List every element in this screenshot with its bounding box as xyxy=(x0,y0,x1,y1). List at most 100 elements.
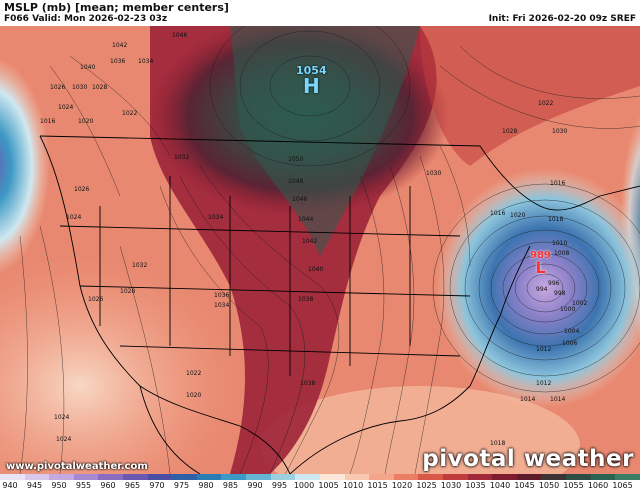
isobar-label: 1024 xyxy=(58,104,74,111)
colorbar-cell xyxy=(147,474,173,480)
isobar-label: 1010 xyxy=(552,240,568,247)
low-center-symbol: L xyxy=(535,258,546,277)
isobar-label: 994 xyxy=(536,286,548,293)
isobar-label: 1012 xyxy=(536,380,552,387)
isobar-label: 1032 xyxy=(132,262,148,269)
colorbar-cell xyxy=(615,474,640,480)
colorbar-tick-label: 965 xyxy=(124,481,141,490)
isobar-label: 1046 xyxy=(292,196,308,203)
site-url: www.pivotalweather.com xyxy=(6,461,148,472)
isobar-label: 1002 xyxy=(572,300,588,307)
isobar-label: 1012 xyxy=(536,346,552,353)
isobar-label: 996 xyxy=(548,280,560,287)
colorbar-tick-label: 980 xyxy=(198,481,214,490)
isobar-label: 1020 xyxy=(186,392,202,399)
isobar-label: 1014 xyxy=(520,396,536,403)
colorbar-cell xyxy=(196,474,222,480)
isobar-label: 1050 xyxy=(288,156,304,163)
header-bar: MSLP (mb) [mean; member centers] F066 Va… xyxy=(0,0,640,26)
isobar-label: 1018 xyxy=(490,440,506,447)
high-center-symbol: H xyxy=(302,74,320,98)
isobar-label: 1042 xyxy=(302,238,318,245)
isobar-label: 1046 xyxy=(172,32,188,39)
colorbar-tick-label: 975 xyxy=(173,481,190,490)
colorbar-tick-label: 970 xyxy=(149,481,165,490)
colorbar-tick-label: 950 xyxy=(51,481,67,490)
colorbar-cell xyxy=(566,474,591,480)
colorbar-cell xyxy=(172,474,197,480)
colorbar-strip xyxy=(0,474,640,480)
isobar-label: 1000 xyxy=(560,306,576,313)
isobar-label: 1016 xyxy=(40,118,56,125)
brand-logo-text: pivotal weather xyxy=(422,446,634,472)
isobar-label: 1026 xyxy=(74,186,90,193)
isobar-label: 1006 xyxy=(562,340,578,347)
borders xyxy=(39,135,640,474)
colorbar-cell xyxy=(467,474,493,480)
isobar-label: 1024 xyxy=(66,214,82,221)
colorbar-tick-label: 1055 xyxy=(563,481,584,490)
isobar-label: 1036 xyxy=(214,292,230,299)
colorbar-tick-label: 955 xyxy=(75,481,92,490)
isobar-label: 1008 xyxy=(554,250,570,257)
pressure-field-gulf xyxy=(260,386,580,474)
colorbar-cell xyxy=(221,474,247,480)
colorbar-cell xyxy=(590,474,616,480)
colorbar-cell xyxy=(0,474,25,480)
isobar-label: 1048 xyxy=(288,178,304,185)
colorbar-tick-label: 1050 xyxy=(538,481,560,490)
isobar-label: 1040 xyxy=(80,64,96,71)
isobar-label: 1022 xyxy=(538,100,554,107)
isobar-label: 1022 xyxy=(186,370,202,377)
init-time: Init: Fri 2026-02-20 09z SREF xyxy=(488,14,636,24)
isobar-label: 1004 xyxy=(564,328,580,335)
isobar-label: 1044 xyxy=(298,216,314,223)
isobar-label: 1028 xyxy=(92,84,108,91)
isobar-label: 1034 xyxy=(214,302,230,309)
colorbar-tick-label: 995 xyxy=(271,481,288,490)
pressure-map xyxy=(0,26,640,474)
colorbar-cell xyxy=(73,474,99,480)
colorbar-cell xyxy=(319,474,345,480)
colorbar-tick-label: 1010 xyxy=(342,481,364,490)
colorbar-tick-label: 1040 xyxy=(489,481,511,490)
isobar-label: 1030 xyxy=(72,84,88,91)
isobar-label: 1030 xyxy=(426,170,442,177)
colorbar-labels: 940 945 950 955 960 965 970 975 980 985 990 995 1000… xyxy=(0,480,640,494)
isobar-label: 1016 xyxy=(490,210,506,217)
isobar-label: 1026 xyxy=(50,84,66,91)
isobar-label: 1014 xyxy=(550,396,566,403)
colorbar-tick-label: 1035 xyxy=(465,481,486,490)
isobar-label: 1034 xyxy=(208,214,224,221)
colorbar-tick-label: 1025 xyxy=(416,481,437,490)
colorbar-tick-label: 960 xyxy=(100,481,116,490)
colorbar-tick-label: 1060 xyxy=(587,481,609,490)
colorbar-cell xyxy=(98,474,124,480)
west-coast-low xyxy=(0,57,50,275)
colorbar-cell xyxy=(369,474,394,480)
isobar-label: 1018 xyxy=(548,216,564,223)
high-core xyxy=(230,26,420,256)
colorbar-cell xyxy=(344,474,370,480)
isobar-label: 1026 xyxy=(88,296,104,303)
high-center-value: 1054 xyxy=(296,64,327,77)
low-center-marker: 989 L xyxy=(530,250,551,277)
colorbar-tick-label: 990 xyxy=(247,481,263,490)
colorbar-cell xyxy=(295,474,320,480)
colorbar-tick-label: 1000 xyxy=(293,481,315,490)
colorbar-tick-label: 1045 xyxy=(514,481,535,490)
isobar-label: 1042 xyxy=(112,42,128,49)
isobar-label: 1038 xyxy=(298,296,314,303)
isobar-label: 1020 xyxy=(78,118,94,125)
colorbar-cell xyxy=(123,474,148,480)
high-center-marker: 1054 H xyxy=(296,64,327,98)
colorbar: 940 945 950 955 960 965 970 975 980 985 990 995 1000… xyxy=(0,474,640,494)
colorbar-cell xyxy=(246,474,271,480)
isobar-label: 1020 xyxy=(510,212,526,219)
colorbar-cell xyxy=(24,474,50,480)
isobar-label: 1024 xyxy=(56,436,72,443)
colorbar-tick-label: 1030 xyxy=(440,481,462,490)
colorbar-tick-label: 985 xyxy=(222,481,239,490)
isobar-label: 1038 xyxy=(300,380,316,387)
colorbar-cell xyxy=(516,474,542,480)
